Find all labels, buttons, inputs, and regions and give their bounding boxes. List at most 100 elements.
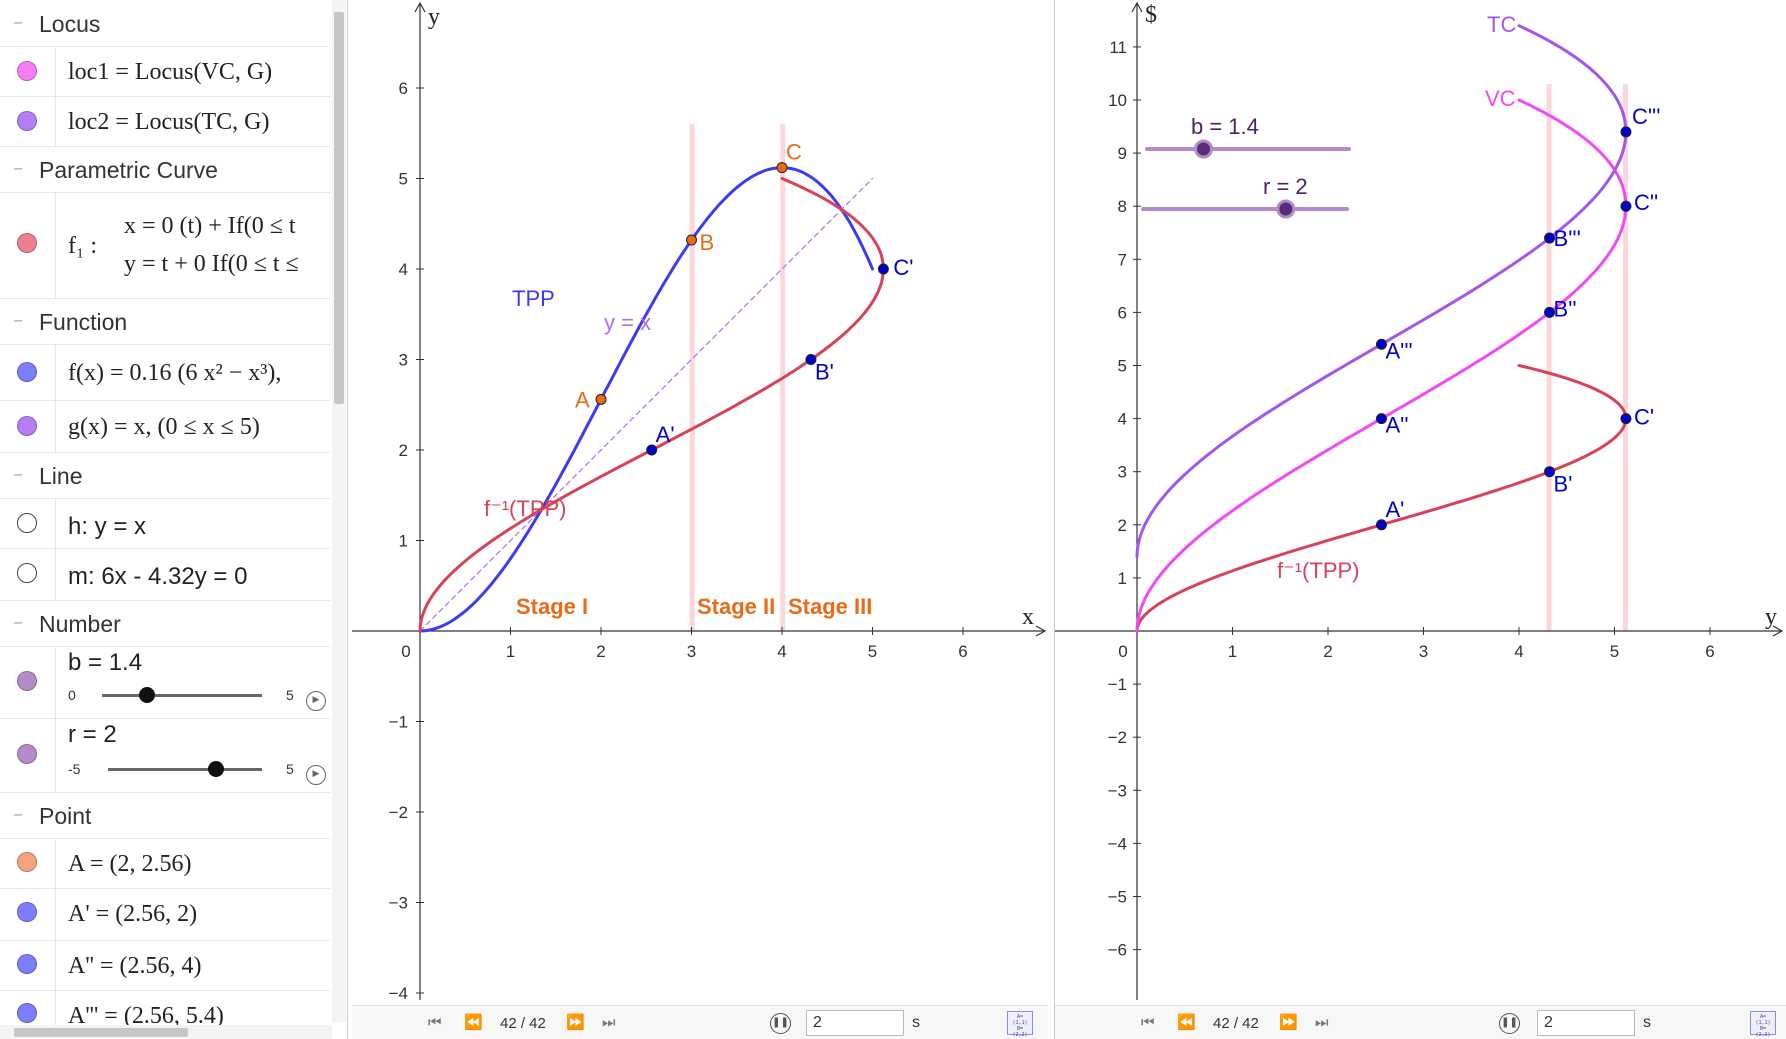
y-equals-x-label: y = x xyxy=(604,310,651,335)
x-tick-label: 4 xyxy=(777,642,786,661)
x-axis-name: y xyxy=(1765,604,1777,630)
slider-knob-r[interactable] xyxy=(207,761,224,777)
play-icon[interactable]: ▶ xyxy=(306,765,326,785)
slider-min: -5 xyxy=(68,761,81,777)
line-y-equals-x[interactable] xyxy=(419,177,874,632)
visibility-dot-icon[interactable] xyxy=(17,671,37,691)
list-item-r[interactable]: r = 2 -5 5 ▶ xyxy=(0,719,330,793)
slider-track-b[interactable] xyxy=(102,694,262,697)
visibility-dot-icon[interactable] xyxy=(17,362,37,382)
table-view-icon[interactable]: A=(1,1)B=(2,2)y=x xyxy=(1750,1011,1776,1039)
section-line[interactable]: − Line xyxy=(0,455,330,499)
horizontal-scrollbar[interactable] xyxy=(0,1025,332,1039)
list-item-A3[interactable]: A''' = (2.56, 5.4) xyxy=(0,991,330,1031)
step-back-icon[interactable]: ⏪ xyxy=(464,1013,483,1031)
visibility-dot-icon[interactable] xyxy=(17,233,37,253)
visibility-dot-icon[interactable] xyxy=(17,61,37,81)
visibility-dot-icon[interactable] xyxy=(17,902,37,922)
scrollbar-thumb[interactable] xyxy=(334,12,344,404)
visibility-dot-icon[interactable] xyxy=(17,416,37,436)
collapse-icon[interactable]: − xyxy=(12,807,24,823)
slider-knob-r[interactable] xyxy=(1276,199,1296,219)
tpp-curve[interactable] xyxy=(418,166,874,633)
pause-icon[interactable]: ❚❚ xyxy=(1499,1013,1520,1034)
list-item-A2[interactable]: A'' = (2.56, 4) xyxy=(0,941,330,991)
item-text: m: 6x - 4.32y = 0 xyxy=(68,563,248,590)
skip-last-icon[interactable]: ⏭ xyxy=(602,1013,616,1031)
vertical-scrollbar[interactable] xyxy=(332,0,346,1022)
pause-icon[interactable]: ❚❚ xyxy=(770,1013,791,1034)
list-item-A1[interactable]: A' = (2.56, 2) xyxy=(0,889,330,941)
skip-last-icon[interactable]: ⏭ xyxy=(1315,1013,1329,1031)
list-item-A[interactable]: A = (2, 2.56) xyxy=(0,839,330,889)
table-view-icon[interactable]: A=(1,1)B=(2,2)y=x xyxy=(1007,1011,1033,1039)
point-B1[interactable] xyxy=(1544,466,1556,478)
point-A[interactable] xyxy=(595,393,607,405)
slider-knob-b[interactable] xyxy=(138,687,155,703)
section-parametric-curve[interactable]: − Parametric Curve xyxy=(0,149,330,193)
visibility-dot-icon[interactable] xyxy=(17,852,37,872)
section-number[interactable]: − Number xyxy=(0,603,330,647)
play-icon[interactable]: ▶ xyxy=(306,691,326,711)
step-input[interactable] xyxy=(806,1010,904,1036)
step-input[interactable] xyxy=(1537,1010,1635,1036)
point-B1[interactable] xyxy=(805,354,817,365)
skip-first-icon[interactable]: ⏮ xyxy=(428,1013,442,1031)
list-item-m[interactable]: m: 6x - 4.32y = 0 xyxy=(0,549,330,601)
collapse-icon[interactable]: − xyxy=(12,615,24,631)
point-C2[interactable] xyxy=(1620,200,1632,212)
visibility-dot-icon[interactable] xyxy=(17,954,37,974)
collapse-icon[interactable]: − xyxy=(12,313,24,329)
collapse-icon[interactable]: − xyxy=(12,15,24,31)
graph-canvas-1[interactable]: x y 0 1 2 3 4 5 6 −4 −3 −2 −1 1 2 3 4 5 6 A B C A' B' C' TPP f⁻¹(T… xyxy=(352,0,1048,1039)
skip-first-icon[interactable]: ⏮ xyxy=(1141,1013,1155,1031)
list-item-b[interactable]: b = 1.4 0 5 ▶ xyxy=(0,647,330,719)
visibility-dot-icon[interactable] xyxy=(17,1003,37,1023)
point-C1[interactable] xyxy=(1620,413,1632,425)
list-item-g[interactable]: g(x) = x, (0 ≤ x ≤ 5) xyxy=(0,401,330,453)
visibility-dot-icon[interactable] xyxy=(17,111,37,131)
stage-boundary-band xyxy=(1622,84,1628,631)
vc-curve[interactable] xyxy=(1135,98,1628,633)
step-back-icon[interactable]: ⏪ xyxy=(1177,1013,1196,1031)
point-C1[interactable] xyxy=(877,263,889,275)
point-A1[interactable] xyxy=(646,444,658,456)
y-tick-label: 3 xyxy=(399,351,408,370)
slider-knob-b[interactable] xyxy=(1194,139,1214,159)
inverse-tpp-curve[interactable] xyxy=(1135,364,1628,633)
graphics-view-1[interactable]: x y 0 1 2 3 4 5 6 −4 −3 −2 −1 1 2 3 4 5 6 A B C A' B' C' TPP f⁻¹(T… xyxy=(352,0,1048,1039)
collapse-icon[interactable]: − xyxy=(12,467,24,483)
point-A3[interactable] xyxy=(1375,338,1387,350)
list-item-h[interactable]: h: y = x xyxy=(0,499,330,549)
point-C[interactable] xyxy=(776,162,788,174)
section-point[interactable]: − Point xyxy=(0,795,330,839)
collapse-icon[interactable]: − xyxy=(12,161,24,177)
point-A2[interactable] xyxy=(1375,413,1387,425)
tc-curve[interactable] xyxy=(1135,24,1628,559)
point-B[interactable] xyxy=(686,234,697,246)
graphics-view-2[interactable]: y $0 1 2 3 4 5 6 −6 −5 −4 −3 −2 −1 1 2 3 4 5 6 7 8 9 10 11 A' B' C'… xyxy=(1054,0,1786,1039)
point-B2[interactable] xyxy=(1544,306,1556,318)
step-forward-icon[interactable]: ⏩ xyxy=(1279,1013,1298,1031)
x-axis-name: x xyxy=(1022,604,1034,630)
graph-canvas-2[interactable]: y $0 1 2 3 4 5 6 −6 −5 −4 −3 −2 −1 1 2 3 4 5 6 7 8 9 10 11 A' B' C'… xyxy=(1055,0,1786,1039)
point-label-B3: B''' xyxy=(1554,226,1581,251)
point-A1[interactable] xyxy=(1375,519,1387,531)
inverse-tpp-curve[interactable] xyxy=(418,177,885,633)
visibility-dot-icon[interactable] xyxy=(17,563,37,583)
section-locus[interactable]: − Locus xyxy=(0,3,330,47)
visibility-dot-icon[interactable] xyxy=(17,513,37,533)
tpp-label: TPP xyxy=(512,286,555,311)
step-forward-icon[interactable]: ⏩ xyxy=(566,1013,585,1031)
list-item-loc2[interactable]: loc2 = Locus(TC, G) xyxy=(0,97,330,147)
scrollbar-thumb[interactable] xyxy=(14,1028,188,1037)
y-axis-arrow-icon xyxy=(414,1,426,13)
list-item-f[interactable]: f(x) = 0.16 (6 x² − x³), xyxy=(0,345,330,401)
slider-track-r[interactable] xyxy=(108,768,262,771)
point-B3[interactable] xyxy=(1544,232,1556,244)
point-C3[interactable] xyxy=(1620,126,1632,138)
list-item-f1[interactable]: f₁ : x = 0 (t) + If(0 ≤ t y = t + 0 If(0… xyxy=(0,193,330,299)
section-function[interactable]: − Function xyxy=(0,301,330,345)
list-item-loc1[interactable]: loc1 = Locus(VC, G) xyxy=(0,47,330,97)
visibility-dot-icon[interactable] xyxy=(17,744,37,764)
